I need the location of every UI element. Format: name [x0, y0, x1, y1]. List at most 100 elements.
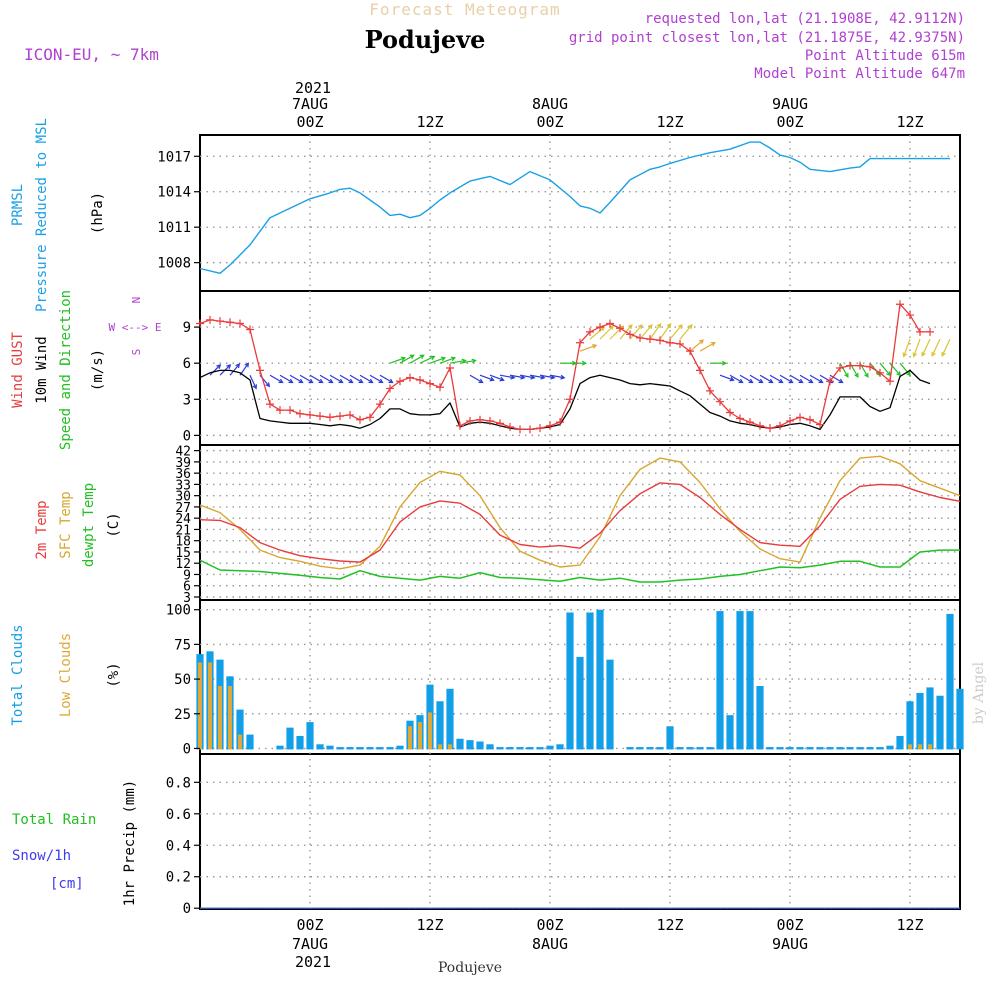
- wind-arrow: [809, 374, 823, 383]
- gust-marker: [296, 409, 304, 418]
- gust-marker: [416, 376, 424, 385]
- wind-arrow-head: [368, 378, 374, 384]
- compass-west-east: W <--> E: [109, 321, 162, 334]
- info-line-2: grid point closest lon,lat (21.1875E, 42…: [569, 30, 965, 46]
- gust-marker: [716, 397, 724, 406]
- total-cloud-bar: [386, 747, 394, 750]
- gust-marker: [516, 425, 524, 434]
- pressure-panel: [199, 134, 961, 292]
- total-cloud-bar: [696, 747, 704, 750]
- gust-marker: [326, 413, 334, 422]
- wind-arrow: [319, 374, 333, 383]
- gust-marker: [256, 366, 264, 375]
- gust-marker: [756, 421, 764, 430]
- wind-arrow: [529, 374, 545, 379]
- low-cloud-bar: [418, 722, 422, 750]
- gust-marker: [896, 300, 904, 309]
- gust-marker: [426, 379, 434, 388]
- wind-arrow: [829, 374, 843, 383]
- y-tick-label: 9: [183, 568, 191, 583]
- gust-marker: [316, 412, 324, 421]
- plot-marks: [196, 142, 964, 909]
- wind-arrow-head: [864, 372, 869, 378]
- gust-marker: [436, 383, 444, 392]
- total-cloud-bar: [496, 747, 504, 750]
- gust-marker: [816, 420, 824, 429]
- gust-marker: [546, 421, 554, 430]
- total-cloud-bar: [376, 747, 384, 750]
- wind-arrow-head: [318, 378, 324, 384]
- temp-ylabel-3: dewpt Temp: [81, 483, 97, 567]
- wind-arrow: [699, 342, 716, 352]
- bottom-hour-label: 00Z: [296, 916, 323, 934]
- low-cloud-bar: [428, 712, 432, 750]
- wind-arrow: [399, 354, 414, 364]
- total-cloud-bar: [566, 612, 574, 750]
- y-tick-label: 6: [183, 356, 191, 372]
- y-tick-label: 30: [175, 490, 191, 505]
- wind-arrow: [289, 374, 303, 383]
- total-cloud-bar: [816, 747, 824, 750]
- precip-snow: Snow/1h: [12, 848, 71, 864]
- total-cloud-bar: [516, 747, 524, 750]
- wind-arrow: [669, 324, 683, 340]
- wind-arrow-head: [478, 378, 484, 384]
- gust-marker: [536, 424, 544, 433]
- wind-arrow: [549, 374, 565, 379]
- y-tick-label: 0: [183, 741, 191, 757]
- wind-arrow: [839, 362, 849, 378]
- wind-arrow: [659, 323, 672, 340]
- wind-arrow-head: [348, 378, 354, 384]
- wind-arrow-head: [378, 378, 384, 384]
- total-cloud-bar: [746, 611, 754, 750]
- info-line-3: Point Altitude 615m: [805, 48, 965, 64]
- gust-marker: [216, 317, 224, 326]
- y-tick-label: 15: [175, 546, 191, 561]
- gust-marker: [726, 408, 734, 417]
- wind-arrow-head: [677, 324, 683, 330]
- grid-lines: [200, 135, 960, 909]
- top-date-label: 7AUG: [292, 95, 328, 113]
- wind-arrow: [899, 362, 911, 376]
- gust-marker: [626, 330, 634, 339]
- wind-arrow: [639, 324, 653, 340]
- gust-marker: [806, 415, 814, 424]
- clouds-ylabel-1: Total Clouds: [10, 624, 26, 725]
- wind-arrow-head: [338, 378, 344, 384]
- total-cloud-bar: [636, 747, 644, 750]
- precip-labels: Total Rain Snow/1h [cm] 1hr Precip (mm): [12, 780, 138, 906]
- y-tick-label: 18: [175, 535, 191, 550]
- total-cloud-bar: [866, 747, 874, 750]
- gust-marker: [236, 319, 244, 328]
- wind-arrow: [459, 359, 476, 364]
- wind-arrow-head: [647, 324, 653, 330]
- gust-marker: [366, 413, 374, 422]
- wind-arrow-head: [729, 376, 735, 382]
- axis-labels: 1008101110141017036936912151821242730333…: [157, 149, 200, 917]
- wind-gust-line: [199, 303, 930, 431]
- total-cloud-bar: [706, 747, 714, 750]
- gust-marker: [746, 418, 754, 427]
- wind-arrow: [209, 364, 221, 376]
- y-tick-label: 3: [183, 591, 191, 606]
- total-cloud-bar: [446, 688, 454, 750]
- y-tick-label: 6: [183, 580, 191, 595]
- footer-label: Podujeve: [438, 960, 502, 976]
- wind-arrow-head: [818, 378, 824, 384]
- dewpoint-line: [199, 549, 960, 583]
- wind-arrow: [409, 354, 424, 364]
- info-line-4: Model Point Altitude 647m: [754, 66, 965, 82]
- y-tick-label: 1008: [157, 256, 191, 272]
- low-cloud-bar: [928, 744, 932, 750]
- wind-arrow-head: [298, 378, 304, 384]
- bottom-date-label: 7AUG: [292, 935, 328, 953]
- total-cloud-bar: [906, 701, 914, 750]
- total-cloud-bar: [846, 747, 854, 750]
- bottom-hour-label: 12Z: [656, 916, 683, 934]
- wind-arrow: [769, 374, 783, 383]
- total-cloud-bar: [236, 709, 244, 750]
- top-date-label: 9AUG: [772, 95, 808, 113]
- total-cloud-bar: [316, 744, 324, 750]
- gust-marker: [446, 364, 454, 372]
- wind-arrow: [299, 374, 313, 383]
